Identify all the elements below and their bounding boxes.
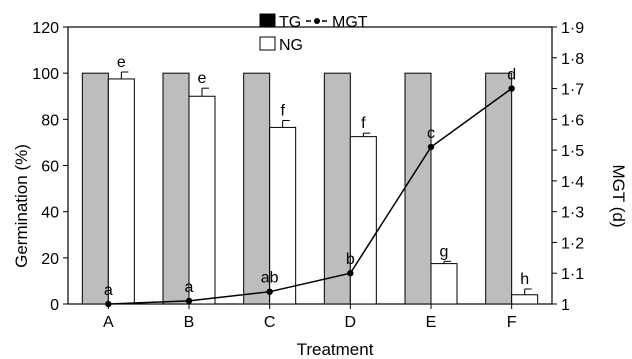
legend-tg-swatch	[259, 13, 276, 28]
y-tick-label-100: 100	[32, 66, 59, 83]
ng-bar-B	[188, 95, 216, 305]
mgt-point-C	[266, 288, 273, 295]
ng-sig-label-D: f	[361, 115, 366, 132]
mgt-line	[108, 87, 513, 305]
y2-tick-label-1·5: 1·5	[561, 143, 584, 160]
y2-tick-label-1·8: 1·8	[561, 51, 584, 68]
axes: A B C D E F 0 20 40 60 80 100 120 1 1·1 1·2 1·3 1·4 1·5 1·6…	[32, 20, 584, 331]
x-tick-label-E: E	[426, 314, 437, 331]
ng-bar-A	[107, 78, 135, 305]
legend-ng-swatch	[259, 36, 276, 51]
y2-tick-label-1·6: 1·6	[561, 112, 584, 129]
mgt-point-D	[347, 270, 354, 277]
tg-bar-A	[81, 72, 109, 305]
y2-tick-label-1·7: 1·7	[561, 82, 584, 99]
legend: TG MGT NG	[259, 13, 368, 54]
mgt-series: a a ab b c d	[104, 67, 516, 308]
mgt-point-B	[185, 297, 193, 305]
x-tick-label-D: D	[345, 314, 357, 331]
legend-mgt-label: MGT	[332, 14, 368, 31]
plot-frame	[67, 26, 553, 305]
y-tick-label-20: 20	[41, 251, 59, 268]
ng-bar-C	[269, 126, 297, 305]
x-axis-title: Treatment	[297, 340, 374, 359]
ng-sig-label-F: h	[520, 271, 529, 288]
y2-tick-label-1·2: 1·2	[561, 235, 584, 252]
ng-bar-F	[511, 294, 539, 305]
plot-border	[67, 26, 553, 305]
y2-tick-label-1: 1	[561, 297, 570, 314]
x-tick-label-C: C	[264, 314, 276, 331]
ng-sig-label-C: f	[280, 102, 285, 119]
legend-mgt-marker	[314, 18, 320, 24]
ng-bars: e e f f g h	[107, 54, 539, 305]
mgt-point-F	[508, 85, 515, 92]
ng-bar-D	[349, 136, 377, 305]
tg-bars	[81, 72, 513, 305]
y-axis-title: Germination (%)	[12, 144, 31, 268]
y-tick-label-80: 80	[41, 112, 59, 129]
ng-bar-E	[430, 263, 458, 305]
y-tick-label-40: 40	[41, 205, 59, 222]
tg-bar-B	[162, 72, 190, 305]
ng-sig-label-E: g	[440, 243, 449, 260]
legend-tg-label: TG	[279, 14, 301, 31]
y-tick-label-60: 60	[41, 159, 59, 176]
y-tick-label-120: 120	[32, 20, 59, 37]
x-tick-label-B: B	[184, 314, 195, 331]
legend-ng-label: NG	[279, 37, 303, 54]
y2-tick-label-1·9: 1·9	[561, 20, 584, 37]
tg-bar-E	[404, 72, 432, 305]
mgt-sig-label-F: d	[507, 67, 516, 84]
mgt-sig-label-E: c	[427, 125, 435, 142]
tg-bar-D	[323, 72, 351, 305]
tg-bar-C	[243, 72, 271, 305]
y-tick-label-0: 0	[50, 297, 59, 314]
mgt-sig-label-D: b	[346, 251, 355, 268]
mgt-point-E	[427, 143, 435, 151]
y2-axis-title: MGT (d)	[609, 165, 628, 228]
mgt-sig-label-C: ab	[261, 270, 279, 287]
x-tick-label-F: F	[507, 314, 517, 331]
ng-sig-label-A: e	[117, 54, 126, 71]
mgt-sig-label-A: a	[104, 282, 113, 299]
y2-tick-label-1·4: 1·4	[561, 174, 584, 191]
y2-tick-label-1·3: 1·3	[561, 205, 584, 222]
mgt-sig-label-B: a	[185, 279, 194, 296]
y2-tick-label-1·1: 1·1	[561, 266, 584, 283]
tg-bar-F	[485, 72, 513, 305]
ng-sig-label-B: e	[198, 70, 207, 87]
x-tick-label-A: A	[103, 314, 114, 331]
